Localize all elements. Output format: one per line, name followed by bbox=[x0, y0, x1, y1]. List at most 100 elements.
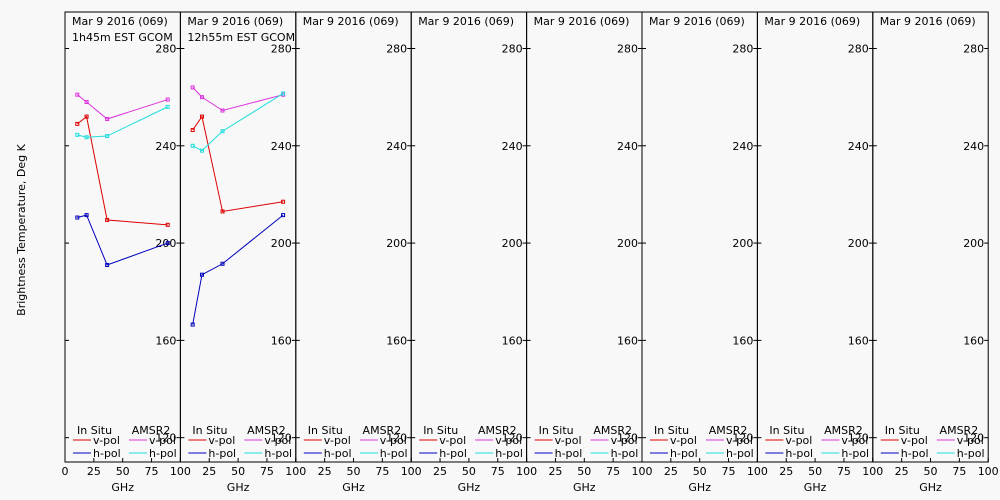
series-amsr2-h-pol-point bbox=[220, 129, 225, 134]
y-tick-label: 240 bbox=[271, 140, 292, 153]
series-in-situ-h-pol-point bbox=[281, 213, 286, 218]
y-tick-label: 240 bbox=[732, 140, 753, 153]
legend-amsr2-header: AMSR2 bbox=[363, 424, 402, 437]
y-tick-label: 120 bbox=[963, 432, 984, 445]
y-tick-label: 160 bbox=[963, 334, 984, 347]
legend-amsr2-vpol-label: v-pol bbox=[611, 434, 638, 447]
y-tick-label: 120 bbox=[848, 432, 869, 445]
y-tick-label: 200 bbox=[963, 237, 984, 250]
x-tick-label: 25 bbox=[548, 465, 562, 478]
y-tick-label: 280 bbox=[386, 42, 407, 55]
panel-4: Mar 9 2016 (069) 120 160 200 240 280 25 50 75 100… bbox=[410, 11, 537, 494]
series-in-situ-h-pol-point bbox=[105, 262, 110, 267]
series-in-situ-h-pol-point bbox=[75, 215, 80, 220]
x-tick-label: 25 bbox=[433, 465, 447, 478]
legend-insitu-header: In Situ bbox=[769, 424, 804, 437]
y-tick-label: 120 bbox=[617, 432, 638, 445]
legend-amsr2-vpol-label: v-pol bbox=[149, 434, 176, 447]
legend-insitu-vpol-label: v-pol bbox=[901, 434, 928, 447]
x-tick-label: 50 bbox=[116, 465, 130, 478]
legend-insitu-hpol-label: h-pol bbox=[439, 447, 467, 460]
panel-3: Mar 9 2016 (069) 120 160 200 240 280 25 50 75 100… bbox=[295, 11, 422, 494]
legend-insitu-header: In Situ bbox=[885, 424, 920, 437]
y-tick-label: 280 bbox=[848, 42, 869, 55]
legend-amsr2-header: AMSR2 bbox=[824, 424, 863, 437]
legend-amsr2-header: AMSR2 bbox=[593, 424, 632, 437]
x-tick-label: 50 bbox=[924, 465, 938, 478]
y-tick-label: 160 bbox=[271, 334, 292, 347]
series-in-situ-h-pol-line bbox=[77, 214, 168, 266]
series-in-situ-h-pol-point bbox=[199, 272, 204, 277]
legend-amsr2-header: AMSR2 bbox=[940, 424, 979, 437]
legend-insitu-header: In Situ bbox=[308, 424, 343, 437]
series-amsr2-h-pol-point bbox=[84, 135, 89, 140]
legend-insitu-hpol-label: h-pol bbox=[670, 447, 698, 460]
y-tick-label: 280 bbox=[732, 42, 753, 55]
legend-insitu-header: In Situ bbox=[423, 424, 458, 437]
series-amsr2-v-pol-point bbox=[165, 97, 170, 102]
y-tick-label: 280 bbox=[155, 42, 176, 55]
series-amsr2-v-pol-point bbox=[220, 108, 225, 113]
legend-insitu-header: In Situ bbox=[192, 424, 227, 437]
legend-amsr2-vpol-label: v-pol bbox=[495, 434, 522, 447]
legend-insitu-header: In Situ bbox=[539, 424, 574, 437]
x-tick-label: 100 bbox=[978, 465, 999, 478]
series-amsr2-h-pol-line bbox=[77, 106, 168, 138]
panel-6: Mar 9 2016 (069) 120 160 200 240 280 25 50 75 100… bbox=[641, 11, 768, 494]
panel-5: Mar 9 2016 (069) 120 160 200 240 280 25 50 75 100… bbox=[526, 11, 653, 494]
y-tick-label: 160 bbox=[386, 334, 407, 347]
panel-title: Mar 9 2016 (069) bbox=[880, 15, 976, 28]
series-amsr2-h-pol-point bbox=[199, 148, 204, 153]
x-tick-label: 25 bbox=[318, 465, 332, 478]
x-tick-label: 25 bbox=[779, 465, 793, 478]
x-tick-label: 100 bbox=[170, 465, 191, 478]
x-axis-label: GHz bbox=[919, 481, 942, 494]
x-tick-label: 25 bbox=[202, 465, 216, 478]
panel-1: Mar 9 2016 (069)1h45m EST GCOM1201602002… bbox=[62, 11, 191, 494]
x-tick-label: 75 bbox=[952, 465, 966, 478]
y-tick-label: 280 bbox=[271, 42, 292, 55]
x-tick-label: 50 bbox=[577, 465, 591, 478]
y-tick-label: 240 bbox=[848, 140, 869, 153]
legend-amsr2-vpol-label: v-pol bbox=[264, 434, 291, 447]
series-in-situ-v-pol-line bbox=[192, 115, 284, 213]
y-tick-label: 120 bbox=[386, 432, 407, 445]
legend-amsr2-hpol-label: h-pol bbox=[957, 447, 985, 460]
x-tick-label: 75 bbox=[722, 465, 736, 478]
y-tick-label: 240 bbox=[386, 140, 407, 153]
y-tick-label: 280 bbox=[502, 42, 523, 55]
series-in-situ-v-pol-point bbox=[84, 114, 89, 119]
x-tick-label: 75 bbox=[491, 465, 505, 478]
series-amsr2-h-pol-point bbox=[75, 132, 80, 137]
legend-insitu-hpol-label: h-pol bbox=[208, 447, 236, 460]
panel-title: Mar 9 2016 (069) bbox=[72, 15, 168, 28]
x-tick-label: 75 bbox=[375, 465, 389, 478]
y-tick-label: 240 bbox=[502, 140, 523, 153]
y-tick-label: 160 bbox=[617, 334, 638, 347]
y-tick-label: 200 bbox=[271, 237, 292, 250]
x-tick-label: 100 bbox=[401, 465, 422, 478]
series-in-situ-v-pol-point bbox=[165, 222, 170, 227]
legend-amsr2-header: AMSR2 bbox=[478, 424, 517, 437]
y-tick-label: 200 bbox=[848, 237, 869, 250]
y-tick-label: 120 bbox=[732, 432, 753, 445]
panel-title: Mar 9 2016 (069) bbox=[303, 15, 399, 28]
legend-insitu-vpol-label: v-pol bbox=[785, 434, 812, 447]
legend-amsr2-hpol-label: h-pol bbox=[380, 447, 408, 460]
x-tick-label: 50 bbox=[808, 465, 822, 478]
y-tick-label: 240 bbox=[963, 140, 984, 153]
legend-insitu-vpol-label: v-pol bbox=[439, 434, 466, 447]
x-axis-label: GHz bbox=[111, 481, 134, 494]
series-amsr2-h-pol-line bbox=[192, 93, 284, 152]
series-amsr2-v-pol-line bbox=[76, 94, 168, 120]
x-tick-label: 75 bbox=[260, 465, 274, 478]
panel-title: Mar 9 2016 (069) bbox=[534, 15, 630, 28]
legend-amsr2-vpol-label: v-pol bbox=[957, 434, 984, 447]
panel-2: Mar 9 2016 (069) 12h55m EST GCOM 120 160 200… bbox=[179, 11, 306, 494]
series-in-situ-v-pol-point bbox=[75, 121, 80, 126]
panel-title: Mar 9 2016 (069) bbox=[649, 15, 745, 28]
series-in-situ-v-pol-point bbox=[220, 209, 225, 214]
